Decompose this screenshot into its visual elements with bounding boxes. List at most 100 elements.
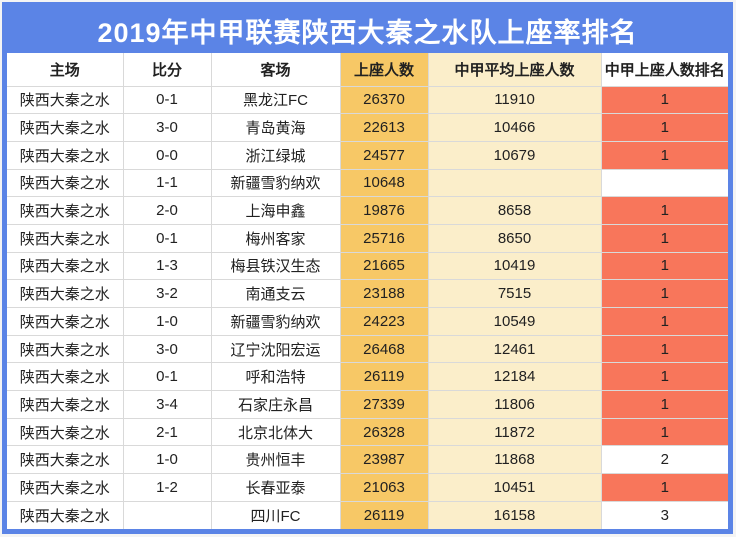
score-cell: 2-1 [122,417,212,447]
rank-cell: 1 [600,223,728,253]
rank-cell: 2 [600,445,728,475]
league-average-cell: 7515 [427,279,602,308]
table-row: 陕西大秦之水 四川FC 26119 16158 3 [7,500,728,529]
home-cell: 陕西大秦之水 [7,390,124,419]
attendance-cell: 21665 [339,251,429,281]
league-average-cell: 16158 [427,500,602,529]
rank-cell: 1 [600,334,728,364]
league-average-cell: 10466 [427,113,602,142]
score-cell: 1-1 [122,168,212,198]
header-attendance: 上座人数 [339,53,429,87]
attendance-cell: 26328 [339,417,429,447]
attendance-cell: 22613 [339,113,429,142]
score-cell: 3-0 [122,334,212,364]
score-cell: 0-1 [122,85,212,115]
home-cell: 陕西大秦之水 [7,196,124,225]
league-average-cell: 11910 [427,85,602,115]
attendance-cell: 24577 [339,140,429,170]
home-cell: 陕西大秦之水 [7,362,124,392]
table-row: 陕西大秦之水 3-0 辽宁沈阳宏运 26468 12461 1 [7,334,728,364]
header-row: 主场 比分 客场 上座人数 中甲平均上座人数 中甲上座人数排名 [7,53,728,87]
table-row: 陕西大秦之水 0-1 黑龙江FC 26370 11910 1 [7,85,728,115]
away-cell: 石家庄永昌 [210,390,341,419]
away-cell: 北京北体大 [210,417,341,447]
header-home: 主场 [7,53,124,87]
away-cell: 梅州客家 [210,223,341,253]
table-row: 陕西大秦之水 0-1 呼和浩特 26119 12184 1 [7,362,728,392]
home-cell: 陕西大秦之水 [7,473,124,502]
rank-cell: 1 [600,307,728,336]
score-cell: 3-0 [122,113,212,142]
header-league-average: 中甲平均上座人数 [427,53,602,87]
header-attendance-rank: 中甲上座人数排名 [600,53,728,87]
attendance-cell: 27339 [339,390,429,419]
table-row: 陕西大秦之水 1-1 新疆雪豹纳欢 10648 [7,168,728,198]
attendance-cell: 25716 [339,223,429,253]
attendance-cell: 24223 [339,307,429,336]
rank-cell: 1 [600,113,728,142]
rank-cell: 3 [600,500,728,529]
home-cell: 陕西大秦之水 [7,251,124,281]
league-average-cell: 12461 [427,334,602,364]
league-average-cell: 10679 [427,140,602,170]
table-row: 陕西大秦之水 2-1 北京北体大 26328 11872 1 [7,417,728,447]
score-cell: 0-1 [122,223,212,253]
league-average-cell: 10419 [427,251,602,281]
away-cell: 贵州恒丰 [210,445,341,475]
home-cell: 陕西大秦之水 [7,307,124,336]
score-cell: 0-0 [122,140,212,170]
attendance-rank-table: 主场 比分 客场 上座人数 中甲平均上座人数 中甲上座人数排名 陕西大秦之水 0-… [7,53,728,529]
table-row: 陕西大秦之水 0-0 浙江绿城 24577 10679 1 [7,140,728,170]
table-row: 陕西大秦之水 1-0 贵州恒丰 23987 11868 2 [7,445,728,475]
header-away: 客场 [210,53,341,87]
score-cell: 1-2 [122,473,212,502]
attendance-cell: 26119 [339,500,429,529]
away-cell: 上海申鑫 [210,196,341,225]
rank-cell: 1 [600,362,728,392]
rank-cell: 1 [600,140,728,170]
home-cell: 陕西大秦之水 [7,417,124,447]
rank-cell: 1 [600,196,728,225]
table-row: 陕西大秦之水 3-4 石家庄永昌 27339 11806 1 [7,390,728,419]
score-cell [122,500,212,529]
rank-cell: 1 [600,251,728,281]
attendance-cell: 10648 [339,168,429,198]
away-cell: 呼和浩特 [210,362,341,392]
away-cell: 南通支云 [210,279,341,308]
league-average-cell: 8650 [427,223,602,253]
table-row: 陕西大秦之水 1-2 长春亚泰 21063 10451 1 [7,473,728,502]
table-row: 陕西大秦之水 2-0 上海申鑫 19876 8658 1 [7,196,728,225]
table-row: 陕西大秦之水 3-0 青岛黄海 22613 10466 1 [7,113,728,142]
header-score: 比分 [122,53,212,87]
away-cell: 青岛黄海 [210,113,341,142]
league-average-cell: 8658 [427,196,602,225]
away-cell: 浙江绿城 [210,140,341,170]
table-row: 陕西大秦之水 3-2 南通支云 23188 7515 1 [7,279,728,308]
attendance-cell: 23987 [339,445,429,475]
attendance-cell: 21063 [339,473,429,502]
away-cell: 新疆雪豹纳欢 [210,168,341,198]
league-average-cell: 11868 [427,445,602,475]
score-cell: 3-4 [122,390,212,419]
league-average-cell: 10451 [427,473,602,502]
rank-cell: 1 [600,390,728,419]
rank-cell: 1 [600,473,728,502]
rank-cell: 1 [600,85,728,115]
table-row: 陕西大秦之水 1-3 梅县铁汉生态 21665 10419 1 [7,251,728,281]
rank-cell [600,168,728,198]
league-average-cell [427,168,602,198]
rank-cell: 1 [600,279,728,308]
league-average-cell: 11872 [427,417,602,447]
league-average-cell: 12184 [427,362,602,392]
home-cell: 陕西大秦之水 [7,223,124,253]
home-cell: 陕西大秦之水 [7,279,124,308]
away-cell: 新疆雪豹纳欢 [210,307,341,336]
table-row: 陕西大秦之水 0-1 梅州客家 25716 8650 1 [7,223,728,253]
away-cell: 辽宁沈阳宏运 [210,334,341,364]
attendance-cell: 26468 [339,334,429,364]
attendance-cell: 19876 [339,196,429,225]
attendance-cell: 26370 [339,85,429,115]
away-cell: 黑龙江FC [210,85,341,115]
home-cell: 陕西大秦之水 [7,500,124,529]
